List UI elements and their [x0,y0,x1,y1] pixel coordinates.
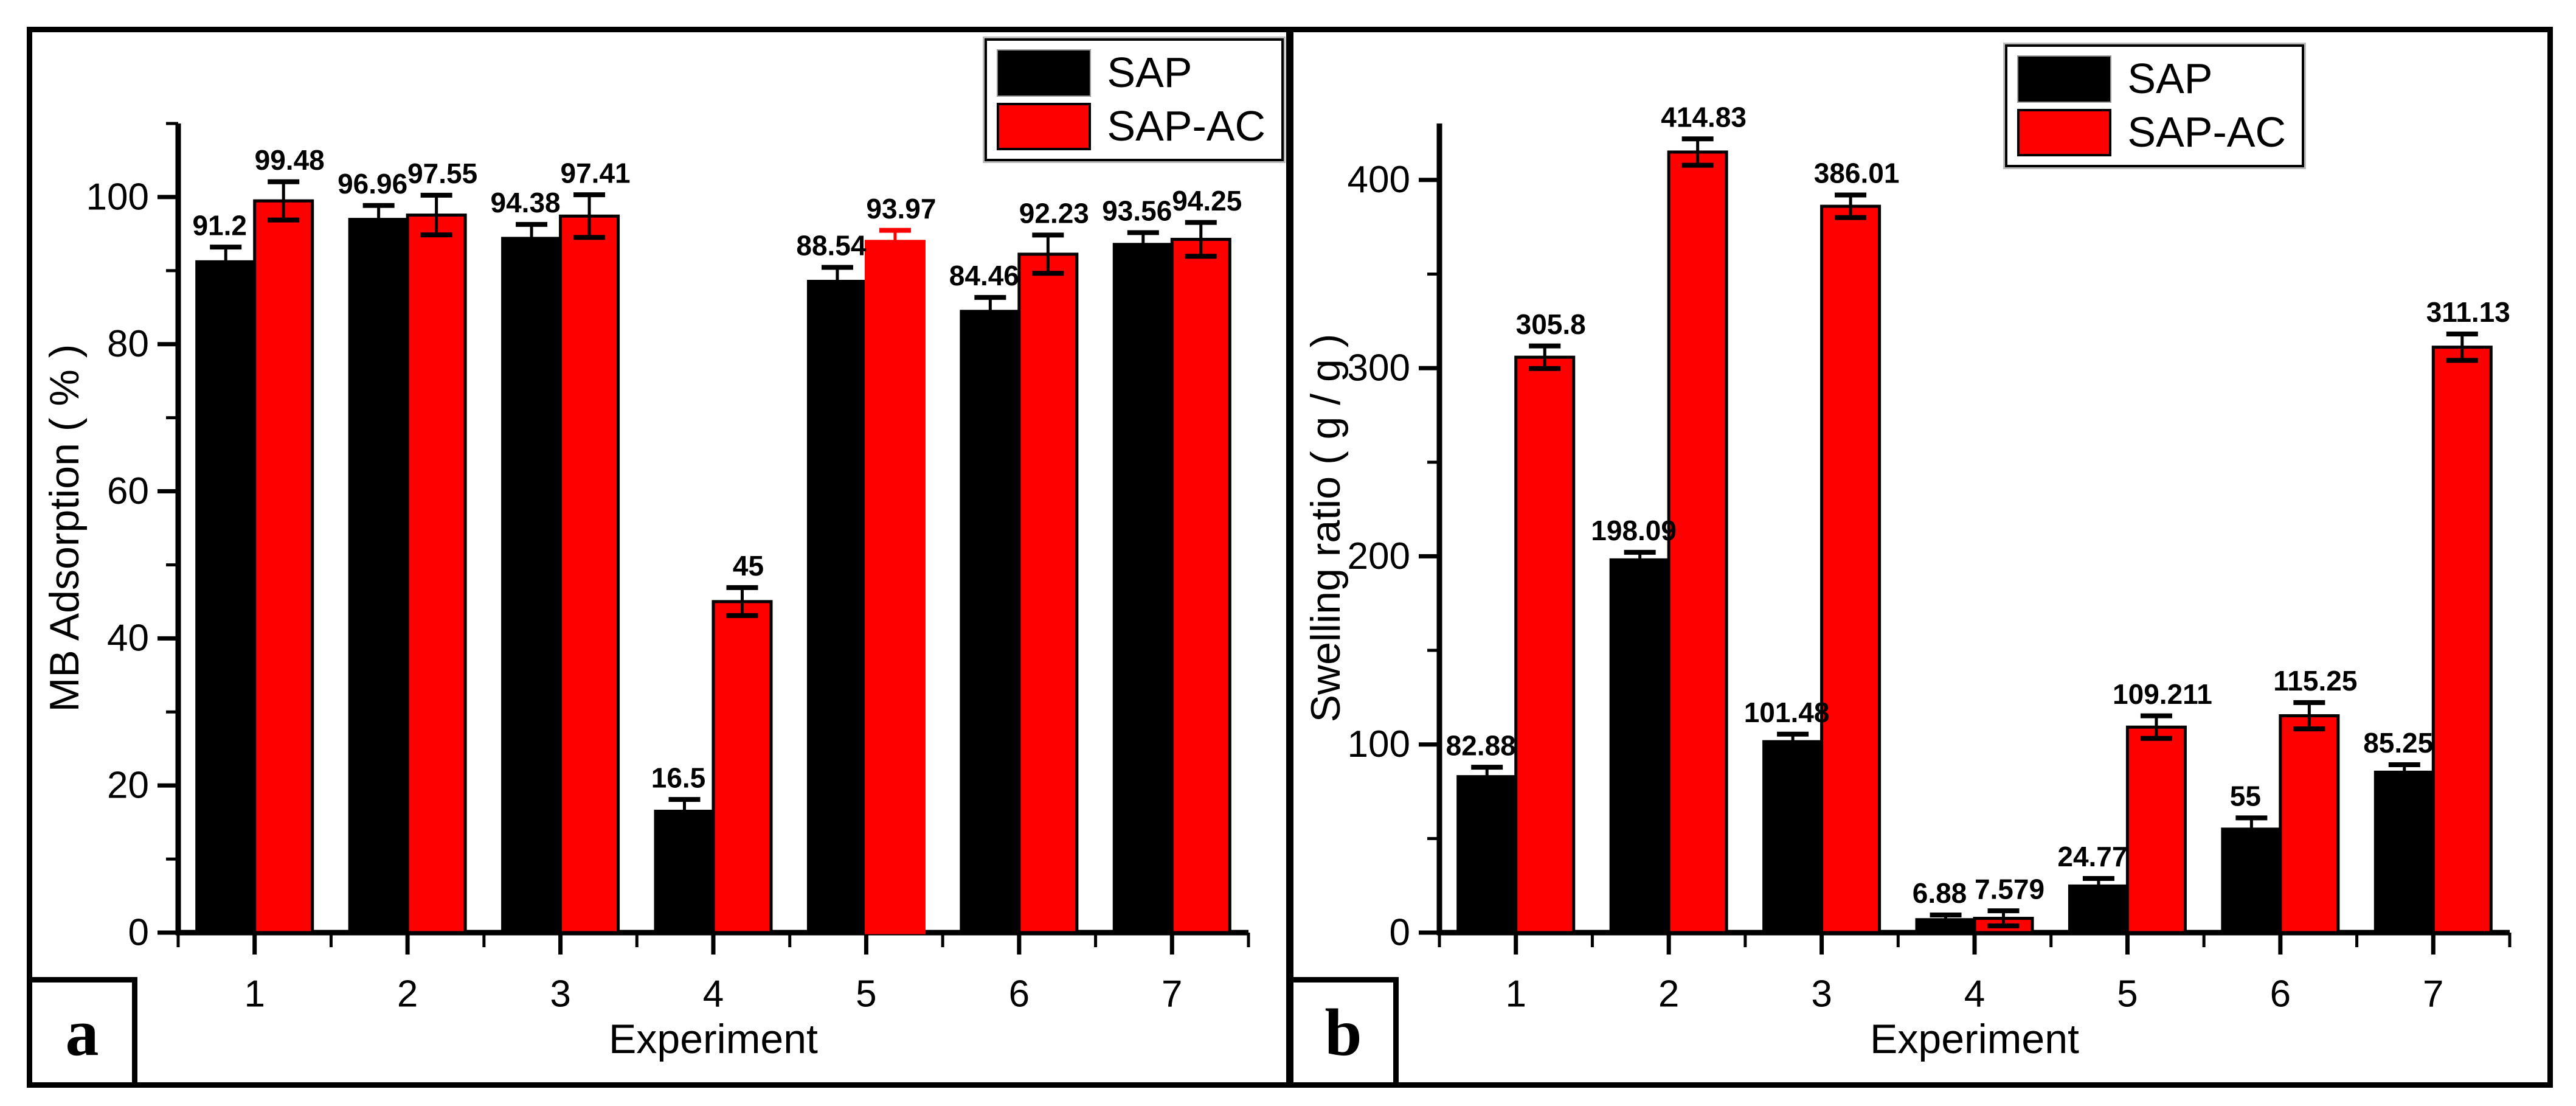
svg-text:16.5: 16.5 [651,762,706,793]
svg-text:1: 1 [244,973,265,1015]
svg-text:100: 100 [1348,723,1410,765]
sapac-swatch-icon [2017,109,2112,156]
panel-b-corner-box: b [1288,977,1399,1088]
svg-text:Swelling ratio ( g / g ): Swelling ratio ( g / g ) [1303,334,1349,723]
svg-text:Experiment: Experiment [609,1016,818,1062]
svg-text:99.48: 99.48 [255,144,325,176]
svg-text:7: 7 [1162,973,1182,1015]
legend-label-sapac: SAP-AC [1107,102,1265,150]
svg-text:115.25: 115.25 [2273,665,2357,697]
panel-b: 0 100 200 300 400 1 2 3 4 5 6 7 82.88 198.09 101.48 6.8… [1288,27,2553,1088]
svg-text:400: 400 [1348,159,1410,201]
svg-text:300: 300 [1348,347,1410,389]
svg-text:7: 7 [2423,973,2443,1015]
svg-text:Experiment: Experiment [1870,1016,2079,1062]
svg-text:MB Adsorption ( % ): MB Adsorption ( % ) [41,344,88,712]
legend-entry-sap: SAP [997,49,1265,97]
svg-text:97.55: 97.55 [407,158,477,189]
svg-text:94.25: 94.25 [1172,185,1242,217]
legend-entry-sapac: SAP-AC [997,103,1265,150]
svg-text:55: 55 [2230,780,2261,812]
svg-text:84.46: 84.46 [949,260,1019,291]
svg-text:97.41: 97.41 [561,157,631,189]
panel-a-corner-label: a [65,995,99,1069]
svg-text:82.88: 82.88 [1446,729,1516,761]
svg-text:0: 0 [128,911,149,953]
svg-text:200: 200 [1348,535,1410,577]
sap-swatch-icon [2017,55,2112,103]
svg-text:85.25: 85.25 [2363,727,2433,759]
svg-text:100: 100 [86,176,149,218]
panel-a: 0 20 40 60 80 100 1 2 3 4 5 6 7 91.2 96.96 94.38 16.5 88.… [27,27,1292,1088]
legend-label-sapac: SAP-AC [2127,108,2286,156]
svg-text:6: 6 [1009,973,1030,1015]
legend-b: SAP SAP-AC [2005,44,2304,167]
svg-text:3: 3 [1811,973,1832,1015]
svg-text:5: 5 [2117,973,2138,1015]
svg-text:93.97: 93.97 [866,193,936,224]
legend-label-sap: SAP [2127,55,2213,103]
svg-text:414.83: 414.83 [1661,101,1747,133]
sapac-swatch-icon [997,103,1092,150]
svg-text:96.96: 96.96 [338,168,407,200]
legend-entry-sapac: SAP-AC [2017,109,2286,156]
svg-text:88.54: 88.54 [796,230,867,262]
svg-text:20: 20 [107,765,149,807]
svg-text:6.88: 6.88 [1913,877,1967,909]
svg-text:24.77: 24.77 [2057,841,2127,872]
panel-b-corner-label: b [1324,995,1362,1069]
svg-text:3: 3 [550,973,570,1015]
legend-a: SAP SAP-AC [985,38,1284,161]
svg-text:305.8: 305.8 [1516,308,1586,340]
svg-text:45: 45 [733,550,764,582]
panel-b-chart: 0 100 200 300 400 1 2 3 4 5 6 7 82.88 198.09 101.48 6.8… [1303,101,2512,1062]
legend-entry-sap: SAP [2017,55,2286,103]
svg-text:198.09: 198.09 [1591,515,1677,546]
svg-text:4: 4 [703,973,724,1015]
legend-label-sap: SAP [1107,49,1193,97]
svg-text:94.38: 94.38 [491,187,561,218]
svg-text:0: 0 [1390,911,1410,953]
svg-text:311.13: 311.13 [2426,296,2510,328]
svg-text:91.2: 91.2 [192,209,247,241]
svg-text:101.48: 101.48 [1744,697,1830,728]
svg-text:2: 2 [1658,973,1679,1015]
svg-text:93.56: 93.56 [1102,195,1172,227]
svg-text:1: 1 [1505,973,1526,1015]
svg-text:80: 80 [107,323,149,365]
panel-a-corner-box: a [27,977,137,1088]
svg-text:60: 60 [107,470,149,512]
svg-text:40: 40 [107,617,149,659]
svg-text:386.01: 386.01 [1814,158,1900,189]
svg-text:92.23: 92.23 [1019,198,1089,229]
svg-text:2: 2 [397,973,418,1015]
svg-text:7.579: 7.579 [1975,873,2045,905]
svg-text:5: 5 [856,973,876,1015]
svg-text:6: 6 [2270,973,2291,1015]
svg-text:4: 4 [1964,973,1985,1015]
sap-swatch-icon [997,49,1092,97]
svg-text:109.211: 109.211 [2113,678,2212,710]
